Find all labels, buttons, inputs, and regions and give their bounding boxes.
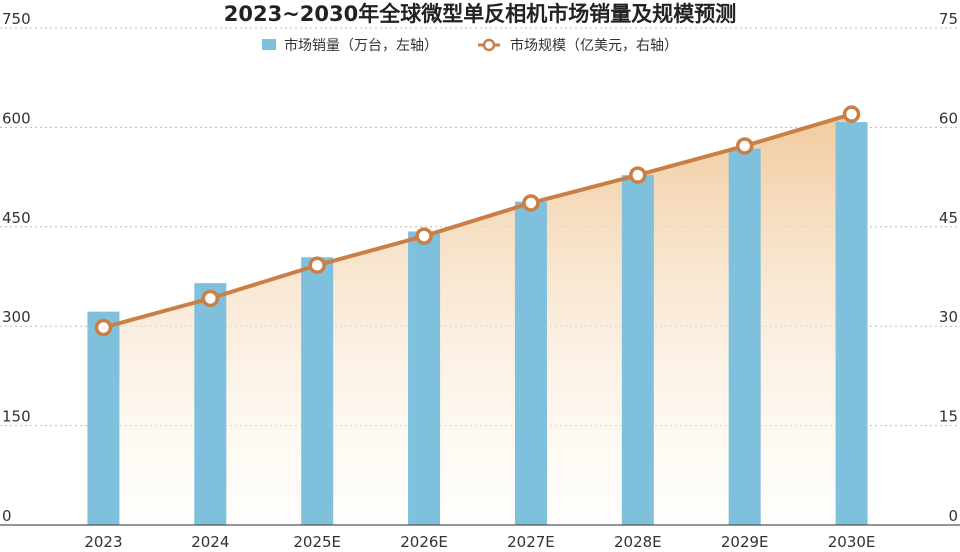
- legend-line-marker: [482, 38, 496, 52]
- y-right-tick-label: 0: [948, 507, 958, 525]
- line-area-fill: [103, 114, 852, 525]
- bar-series: [87, 122, 868, 526]
- bar: [835, 122, 868, 525]
- line-point: [415, 227, 433, 245]
- bar: [87, 311, 120, 525]
- x-tick-label: 2026E: [400, 533, 448, 548]
- line-point: [308, 256, 326, 274]
- legend-line-label: 市场规模（亿美元，右轴）: [510, 37, 678, 54]
- y-right-tick-label: 75: [939, 10, 958, 28]
- series-line: [102, 112, 853, 330]
- x-tick-label: 2025E: [293, 533, 341, 548]
- x-tick-label: 2024: [191, 533, 229, 548]
- line-area-shape: [103, 114, 852, 525]
- y-left-tick-label: 0: [2, 507, 12, 525]
- y-right-tick-label: 60: [939, 109, 958, 127]
- x-tick-label: 2028E: [614, 533, 662, 548]
- bar: [194, 283, 227, 525]
- x-tick-label: 2023: [84, 533, 122, 548]
- line-point: [629, 166, 647, 184]
- bar: [621, 175, 654, 525]
- line-series: [94, 105, 861, 337]
- line-point: [201, 289, 220, 308]
- y-left-tick-label: 600: [2, 109, 31, 127]
- legend: 市场销量（万台，左轴） 市场规模（亿美元，右轴）: [262, 37, 678, 54]
- y-right-tick-label: 15: [939, 408, 958, 426]
- line-point: [522, 194, 540, 212]
- legend-bar-label: 市场销量（万台，左轴）: [284, 37, 438, 54]
- axes: 0 150 300 450 600 750 0 15 30 45 60 75 2023 2024 2025E…: [0, 10, 960, 551]
- line-point: [842, 105, 861, 123]
- x-tick-label: 2027E: [507, 533, 555, 548]
- x-tick-label: 2030E: [828, 533, 876, 548]
- y-left-tick-label: 450: [2, 209, 31, 227]
- y-left-tick-label: 150: [2, 408, 31, 426]
- y-left-tick-label: 300: [2, 308, 31, 326]
- line-point: [735, 137, 754, 155]
- y-right-tick-label: 45: [939, 209, 958, 227]
- legend-bar-swatch: [262, 39, 276, 50]
- line-point: [94, 318, 113, 337]
- y-right-tick-label: 30: [939, 308, 958, 326]
- bar: [408, 231, 441, 525]
- x-tick-label: 2029E: [721, 533, 769, 548]
- bar: [728, 148, 761, 525]
- y-left-tick-label: 750: [2, 10, 31, 28]
- chart-title: 2023~2030年全球微型单反相机市场销量及规模预测: [224, 2, 737, 26]
- bar: [514, 201, 547, 526]
- bar: [301, 257, 334, 525]
